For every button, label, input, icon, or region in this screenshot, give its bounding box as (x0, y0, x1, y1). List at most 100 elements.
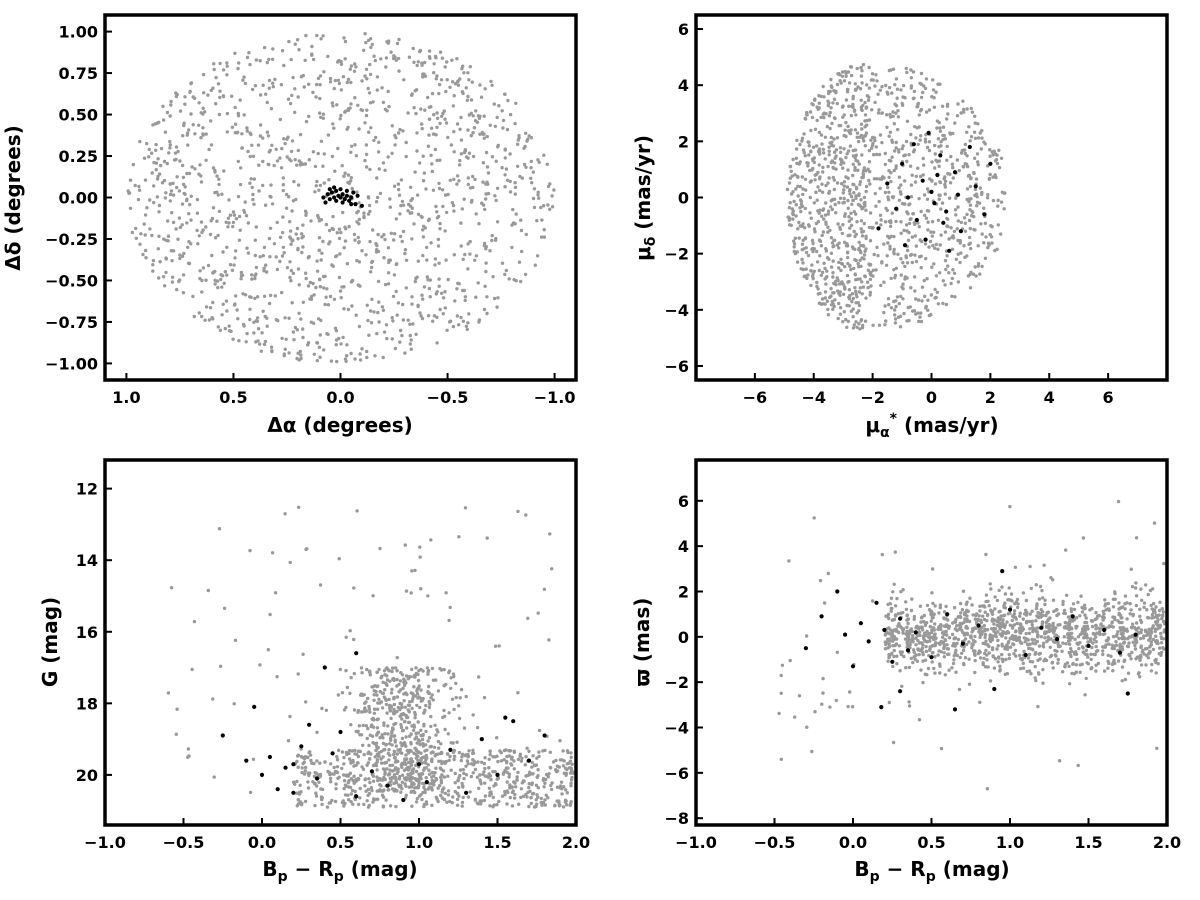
field-star-point (404, 762, 408, 766)
field-star-point (924, 216, 929, 220)
field-star-point (537, 196, 541, 200)
field-star-point (376, 310, 380, 315)
field-star-point (789, 169, 793, 173)
field-star-point (287, 351, 291, 355)
field-star-point (552, 188, 556, 192)
field-star-point (543, 803, 547, 807)
field-star-point (887, 190, 891, 194)
field-star-point (455, 797, 460, 802)
field-star-point (471, 748, 475, 752)
field-star-point (829, 265, 834, 269)
field-star-point (199, 180, 204, 184)
field-star-point (865, 83, 869, 87)
field-star-point (860, 230, 864, 234)
field-star-point (838, 290, 842, 294)
field-star-point (439, 767, 443, 771)
field-star-point (352, 69, 357, 74)
field-star-point (826, 164, 830, 169)
field-star-point (940, 104, 945, 109)
field-star-point (168, 139, 172, 144)
field-star-point (510, 245, 514, 250)
field-star-point (858, 327, 862, 331)
field-star-point (348, 771, 353, 775)
field-star-point (899, 183, 903, 187)
field-star-point (1158, 646, 1162, 650)
field-star-point (363, 158, 367, 163)
field-star-point (367, 333, 371, 337)
field-star-point (916, 142, 920, 147)
field-star-point (1111, 597, 1116, 601)
field-star-point (952, 606, 957, 610)
field-star-point (169, 586, 174, 590)
field-star-point (440, 788, 445, 792)
field-star-point (474, 212, 478, 216)
field-star-point (274, 255, 278, 259)
field-star-point (453, 299, 457, 303)
field-star-point (824, 282, 828, 286)
field-star-point (1024, 598, 1029, 603)
field-star-point (456, 791, 460, 796)
field-star-point (331, 104, 335, 108)
field-star-point (849, 194, 854, 199)
field-star-point (410, 295, 414, 299)
field-star-point (888, 115, 893, 119)
field-star-point (450, 201, 455, 205)
field-star-point (436, 730, 440, 734)
field-star-point (810, 115, 815, 120)
field-star-point (491, 795, 495, 800)
field-star-point (436, 244, 441, 248)
field-star-point (349, 351, 353, 356)
field-star-point (427, 217, 431, 221)
field-star-point (389, 738, 393, 742)
field-star-point (1106, 636, 1111, 640)
field-star-point (318, 285, 323, 289)
field-star-point (1117, 601, 1121, 605)
field-star-point (279, 83, 284, 87)
field-star-point (409, 591, 413, 595)
field-star-point (248, 131, 252, 135)
field-star-point (477, 675, 481, 679)
field-star-point (281, 188, 285, 193)
field-star-point (1075, 616, 1079, 620)
field-star-point (274, 318, 279, 322)
field-star-point (311, 321, 316, 325)
field-star-point (178, 253, 182, 257)
member-star-point (967, 144, 972, 150)
field-star-point (792, 242, 797, 246)
field-star-point (902, 311, 906, 316)
member-star-point (876, 226, 881, 231)
field-star-point (867, 86, 871, 90)
field-star-point (850, 299, 854, 304)
field-star-point (236, 66, 240, 71)
field-star-point (503, 793, 507, 797)
field-star-point (380, 235, 384, 239)
field-star-point (416, 754, 420, 759)
field-star-point (211, 206, 216, 210)
field-star-point (865, 280, 870, 284)
field-star-point (298, 163, 303, 167)
field-star-point (503, 185, 507, 189)
field-star-point (799, 267, 803, 271)
field-star-point (815, 118, 819, 123)
field-star-point (976, 122, 980, 126)
member-star-point (354, 794, 359, 799)
field-star-point (170, 280, 175, 284)
field-star-point (465, 98, 470, 103)
field-star-point (468, 239, 472, 244)
field-star-point (365, 799, 369, 803)
field-star-point (500, 261, 505, 265)
field-star-point (375, 726, 380, 730)
field-star-point (457, 535, 461, 539)
field-star-point (369, 724, 373, 729)
field-star-point (345, 343, 349, 347)
field-star-point (844, 134, 848, 139)
field-star-point (386, 155, 390, 159)
member-star-point (542, 733, 547, 738)
field-star-point (1067, 682, 1072, 686)
field-star-point (863, 133, 868, 138)
field-star-point (1056, 661, 1060, 665)
field-star-point (909, 76, 913, 80)
field-star-point (858, 180, 863, 184)
field-star-point (829, 106, 833, 110)
field-star-point (883, 190, 888, 195)
